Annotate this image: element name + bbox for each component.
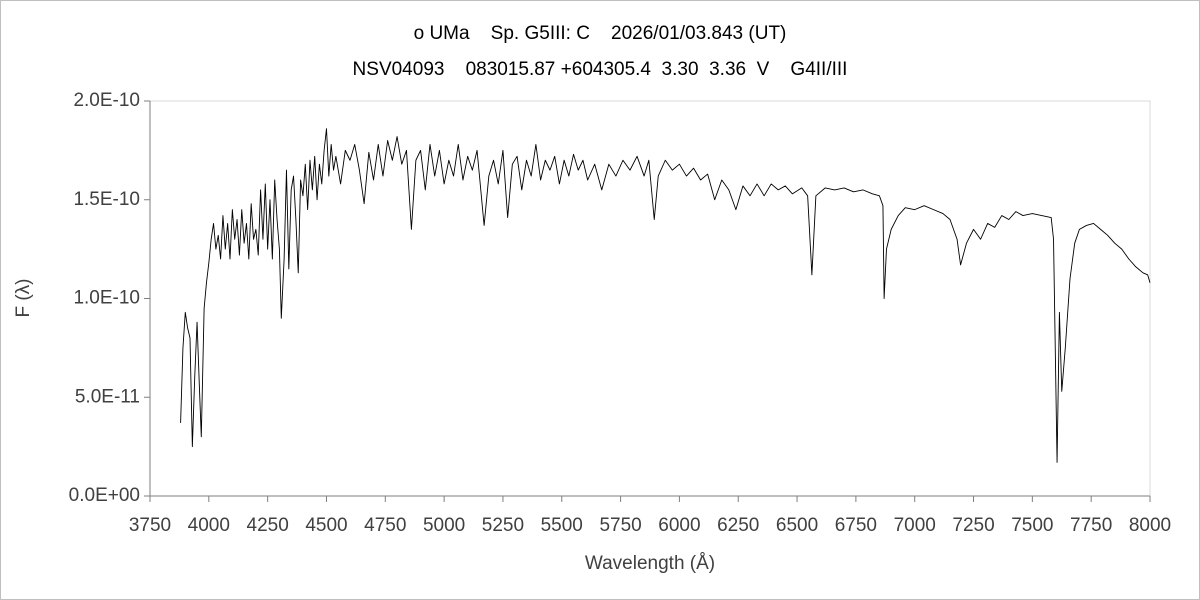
y-axis-label: F (λ) [13, 278, 34, 317]
x-tick-label: 5750 [599, 515, 641, 536]
x-tick-label: 7000 [894, 515, 936, 536]
x-tick-label: 4000 [188, 515, 230, 536]
y-tick-label: 0.0E+00 [69, 485, 140, 506]
x-tick-label: 3750 [129, 515, 171, 536]
chart-subtitle: NSV04093 083015.87 +604305.4 3.30 3.36 V… [353, 59, 848, 80]
x-tick-label: 6250 [717, 515, 759, 536]
x-tick-label: 5250 [482, 515, 524, 536]
x-tick-label: 4250 [247, 515, 289, 536]
x-tick-label: 6750 [835, 515, 877, 536]
x-tick-label: 4750 [364, 515, 406, 536]
y-tick-label: 1.5E-10 [73, 189, 140, 210]
x-axis-label: Wavelength (Å) [585, 553, 715, 574]
chart-title: o UMa Sp. G5III: C 2026/01/03.843 (UT) [414, 23, 787, 44]
x-tick-label: 8000 [1129, 515, 1171, 536]
y-tick-label: 2.0E-10 [73, 90, 140, 111]
x-tick-label: 6000 [658, 515, 700, 536]
x-tick-label: 7500 [1011, 515, 1053, 536]
x-tick-label: 7250 [952, 515, 994, 536]
x-tick-label: 5500 [541, 515, 583, 536]
x-tick-label: 7750 [1070, 515, 1112, 536]
y-tick-label: 5.0E-11 [75, 386, 140, 407]
x-tick-label: 4500 [305, 515, 347, 536]
spectrum-line [180, 128, 1151, 463]
x-tick-label: 6500 [776, 515, 818, 536]
x-tick-label: 5000 [423, 515, 465, 536]
y-tick-label: 1.0E-10 [73, 288, 140, 309]
